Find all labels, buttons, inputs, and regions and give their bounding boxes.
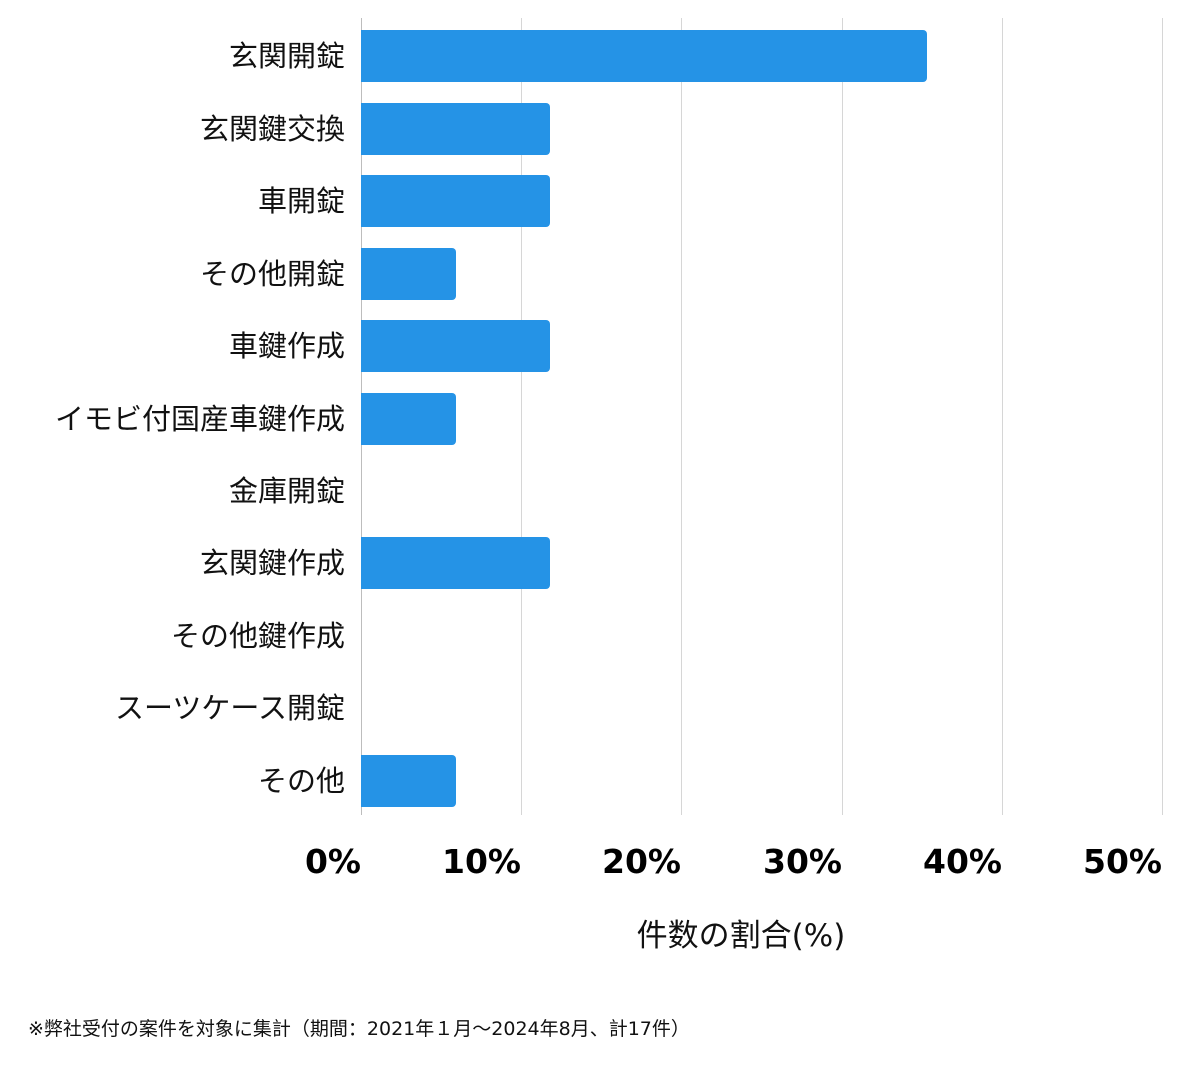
x-tick-label: 10% [442, 842, 521, 881]
bar [361, 247, 456, 300]
x-tick-label: 30% [763, 842, 842, 881]
category-label: 車鍵作成 [228, 329, 345, 364]
bar [361, 537, 550, 590]
gridline [842, 18, 843, 815]
category-label: 金庫開錠 [228, 473, 345, 508]
bar [361, 320, 550, 373]
bar [361, 30, 927, 83]
category-label: 車開錠 [257, 184, 345, 219]
gridline [521, 18, 522, 815]
gridline [1002, 18, 1003, 815]
category-label: スーツケース開錠 [115, 691, 345, 726]
bar [361, 392, 456, 445]
x-tick-label: 50% [1083, 842, 1162, 881]
bar [361, 102, 550, 155]
category-label: 玄関鍵作成 [199, 546, 345, 581]
category-label: 玄関開錠 [228, 39, 345, 74]
footnote: ※弊社受付の案件を対象に集計（期間：2021年１月〜2024年8月、計17件） [28, 1018, 690, 1040]
x-axis-title: 件数の割合(%) [636, 918, 846, 954]
gridline [1162, 18, 1163, 815]
category-label: 玄関鍵交換 [199, 111, 345, 146]
category-label: イモビ付国産車鍵作成 [54, 401, 345, 436]
bar [361, 754, 456, 807]
x-tick-label: 20% [602, 842, 681, 881]
bar [361, 175, 550, 228]
x-tick-label: 40% [923, 842, 1002, 881]
gridline [681, 18, 682, 815]
x-tick-label: 0% [304, 842, 361, 881]
category-label: その他 [257, 763, 345, 798]
category-label: その他鍵作成 [170, 618, 345, 653]
category-label: その他開錠 [199, 256, 345, 291]
